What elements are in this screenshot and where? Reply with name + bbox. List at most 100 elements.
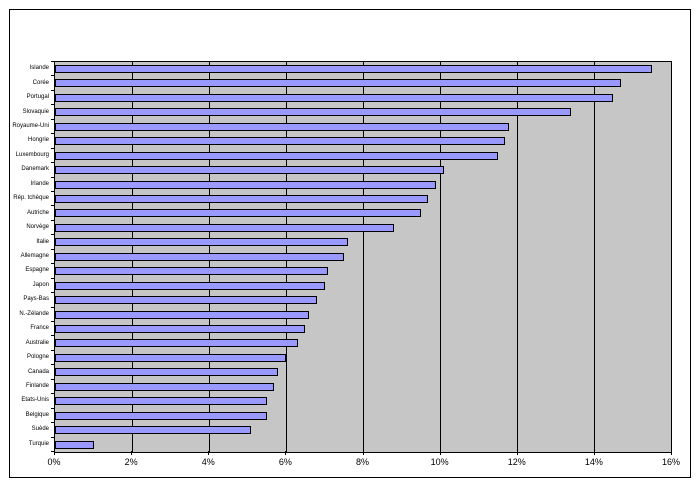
x-tick-label: 6% (278, 457, 292, 467)
bar (55, 180, 437, 189)
y-tick (51, 104, 54, 106)
bar (55, 353, 286, 362)
x-tick-label: 0% (47, 457, 61, 467)
gridline (440, 62, 441, 452)
bar (55, 151, 498, 160)
category-label: Etats-Unis (21, 397, 49, 404)
bar (55, 166, 444, 175)
bar-row (55, 264, 671, 278)
category-label: Islande (29, 65, 49, 72)
category-label: Belgique (25, 411, 49, 418)
y-tick (51, 321, 54, 322)
category-label: Pays-Bas (23, 296, 49, 303)
gridline (517, 62, 518, 452)
bar-row (55, 91, 671, 105)
category-label: Allemagne (20, 252, 49, 259)
bar-row (55, 322, 671, 336)
bar-row (55, 62, 671, 76)
y-tick (51, 263, 54, 265)
plot-area (54, 61, 672, 453)
bar-row (55, 163, 671, 177)
bar-row (55, 279, 671, 293)
bar-row (55, 235, 671, 249)
y-tick (51, 61, 54, 62)
category-label: Pologne (26, 354, 49, 361)
bar (55, 122, 510, 131)
y-tick (51, 89, 54, 91)
y-tick (51, 378, 54, 380)
bar-row (55, 120, 671, 134)
bar (55, 281, 325, 290)
category-label: Royaume-Uni (12, 122, 49, 129)
category-label: Canada (27, 368, 49, 375)
category-label: Suède (31, 426, 49, 433)
bar-row (55, 423, 671, 437)
bar (55, 238, 348, 247)
bar (55, 440, 94, 449)
bar (55, 267, 329, 276)
bar (55, 296, 317, 305)
bar-row (55, 76, 671, 90)
x-tick-label: 8% (355, 457, 370, 467)
y-tick (51, 162, 54, 164)
x-tick (439, 451, 441, 455)
x-tick-label: 12% (507, 457, 526, 467)
y-tick (51, 191, 54, 192)
bar (55, 382, 275, 391)
gridline (363, 62, 364, 452)
bar (55, 65, 652, 73)
y-tick (51, 205, 54, 207)
bar-row (55, 380, 671, 394)
x-tick (54, 451, 55, 455)
y-tick (51, 364, 54, 366)
y-tick (51, 422, 54, 424)
bar-row (55, 206, 671, 220)
y-tick (51, 219, 54, 221)
category-label: Portugal (26, 94, 49, 101)
bar-row (55, 149, 671, 163)
bar (55, 324, 306, 333)
category-label: Luxembourg (15, 151, 49, 158)
x-axis: 0% 2% 4% 6% 8% 10% 12% 14% 16% (47, 451, 680, 473)
y-tick (51, 306, 54, 308)
bar (55, 93, 614, 102)
y-tick (51, 176, 54, 178)
y-tick (51, 118, 54, 120)
y-tick (51, 436, 54, 438)
x-tick (593, 451, 595, 455)
x-tick-label: 16% (661, 457, 681, 467)
bar-row (55, 250, 671, 264)
bar (55, 108, 571, 117)
x-tick-label: 2% (124, 457, 138, 467)
x-tick (516, 451, 518, 455)
bar (55, 194, 429, 203)
bar-row (55, 336, 671, 350)
y-tick (51, 75, 54, 77)
chart-frame: Islande Corée Portugal Slovaquie Royaume-Uni… (9, 9, 691, 478)
y-tick (51, 248, 54, 250)
bar (55, 252, 344, 261)
x-tick (131, 451, 133, 455)
bar (55, 79, 621, 88)
category-label: Rép. tchèque (13, 195, 49, 202)
category-label: Irlande (30, 180, 49, 187)
bar-row (55, 105, 671, 119)
y-tick (51, 277, 54, 279)
category-label: Australie (25, 339, 49, 346)
bar-row (55, 178, 671, 192)
category-label: Corée (32, 79, 49, 86)
category-label: Norvège (26, 224, 49, 231)
bar-row (55, 221, 671, 235)
bar (55, 223, 394, 232)
category-label: Danemark (21, 166, 49, 173)
y-tick (51, 133, 54, 135)
bar (55, 310, 310, 319)
y-tick (51, 147, 54, 149)
gridline (594, 62, 595, 452)
category-label: Espagne (25, 267, 49, 274)
y-tick (51, 335, 54, 337)
x-tick-label: 4% (201, 457, 215, 467)
bar-row (55, 134, 671, 148)
x-tick (208, 451, 210, 455)
bar-row (55, 394, 671, 408)
